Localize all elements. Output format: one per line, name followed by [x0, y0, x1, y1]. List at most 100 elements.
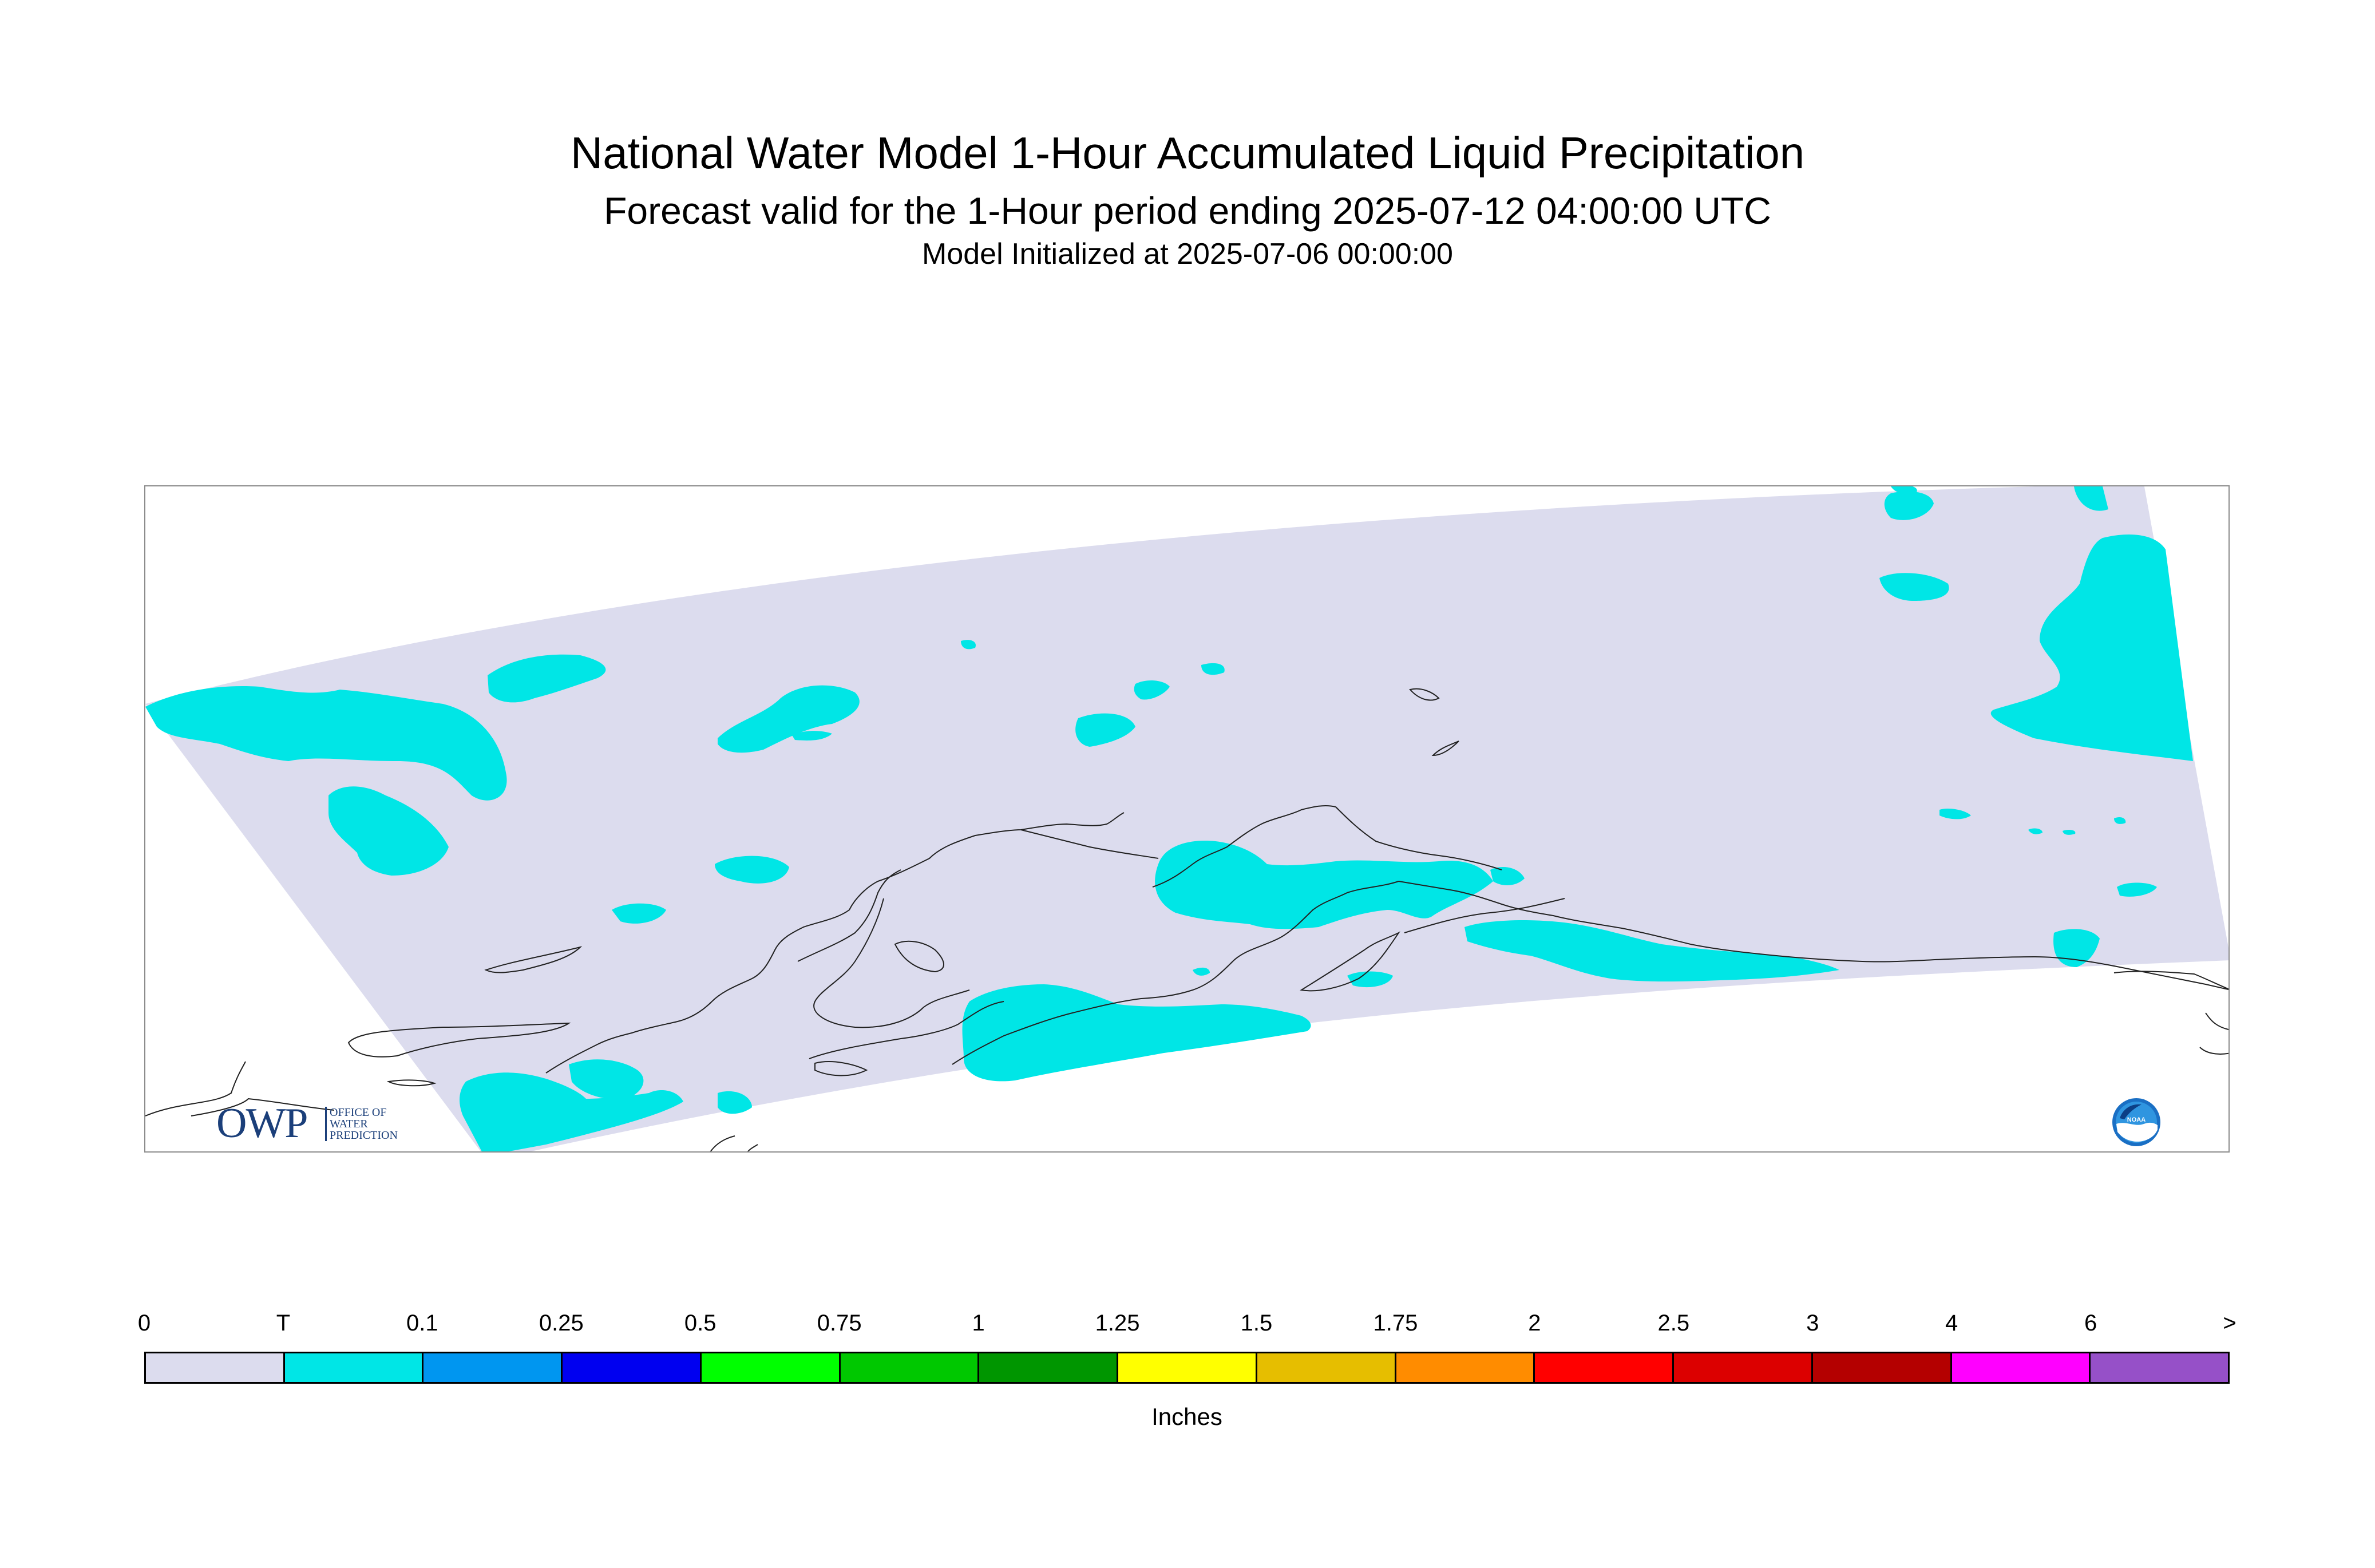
- precip-area: [1879, 573, 1949, 601]
- precip-area: [1490, 867, 1525, 885]
- owp-logo-line: OFFICE OF: [330, 1106, 387, 1119]
- legend-swatch: [2091, 1353, 2228, 1382]
- noaa-icon: NOAA: [2112, 1098, 2161, 1147]
- precip-area: [1134, 680, 1170, 700]
- legend-tick-labels: 0 T 0.1 0.25 0.5 0.75 1 1.25 1.5 1.75 2 2.5 3 4 6 >: [138, 1310, 2237, 1345]
- coastline: [894, 940, 944, 973]
- precip-area: [145, 686, 507, 801]
- coastline: [797, 869, 901, 962]
- precip-area: [792, 731, 832, 741]
- trace-precip-areas: [145, 486, 2193, 1151]
- coastline: [809, 1001, 1004, 1059]
- legend-swatch: [284, 1353, 424, 1382]
- legend-tick-label: 0: [137, 1310, 151, 1336]
- precip-area: [1990, 534, 2193, 761]
- precip-area: [1464, 920, 1839, 982]
- coastline: [952, 989, 1193, 1065]
- legend-swatch: [563, 1353, 702, 1382]
- legend-swatch: [1118, 1353, 1257, 1382]
- coastline: [484, 946, 583, 973]
- legend-swatch: [1812, 1353, 1952, 1382]
- precip-area: [612, 903, 666, 924]
- legend-swatch: [1257, 1353, 1396, 1382]
- coastline: [545, 812, 1125, 1074]
- legend-tick-label: 1.75: [1373, 1310, 1418, 1336]
- model-domain-area: [145, 486, 2228, 1151]
- legend-swatch: [1674, 1353, 1813, 1382]
- precip-area: [2063, 829, 2076, 835]
- legend-tick-label: 4: [1945, 1310, 1958, 1336]
- legend-tick-label: 6: [2084, 1310, 2097, 1336]
- coastline: [2199, 1047, 2228, 1055]
- precip-area: [1347, 971, 1393, 988]
- coastlines: [145, 688, 2228, 1151]
- precip-area: [1075, 713, 1135, 747]
- precip-area: [1891, 486, 1917, 494]
- precip-map: [145, 486, 2228, 1151]
- legend-tick-label: 1.25: [1095, 1310, 1140, 1336]
- coastline: [747, 1144, 758, 1151]
- legend-swatch: [1535, 1353, 1675, 1382]
- coastline: [1398, 881, 1691, 945]
- coastline: [1152, 805, 1336, 888]
- legend-swatch: [840, 1353, 980, 1382]
- legend-tick-label: 0.75: [817, 1310, 862, 1336]
- legend-tick-label: 0.25: [539, 1310, 584, 1336]
- precip-area: [1201, 663, 1225, 675]
- chart-subtitle: Forecast valid for the 1-Hour period end…: [604, 189, 1771, 232]
- legend-swatch: [423, 1353, 563, 1382]
- legend-swatch: [979, 1353, 1119, 1382]
- legend-tick-label: 0.5: [684, 1310, 717, 1336]
- coastline: [814, 1061, 868, 1076]
- precip-area: [2053, 929, 2100, 967]
- precip-area: [2074, 486, 2108, 511]
- precip-area: [488, 654, 606, 703]
- coastline: [145, 1061, 246, 1116]
- precip-area: [718, 1091, 752, 1114]
- legend-colorbar: [144, 1352, 2230, 1384]
- legend-tick-label: 2.5: [1657, 1310, 1690, 1336]
- chart-title: National Water Model 1-Hour Accumulated …: [570, 128, 1805, 178]
- precip-area: [962, 984, 1311, 1082]
- legend-tick-label: 1: [972, 1310, 985, 1336]
- coastline: [710, 1135, 735, 1151]
- owp-logo-line: WATER: [330, 1118, 368, 1130]
- coastline: [813, 898, 970, 1028]
- precip-area: [2117, 882, 2157, 897]
- model-init-time: Model Initialized at 2025-07-06 00:00:00: [922, 237, 1453, 271]
- owp-logo-divider: [325, 1107, 327, 1141]
- precip-area: [715, 856, 789, 884]
- legend-swatch: [1952, 1353, 2091, 1382]
- coastline: [1300, 931, 1400, 992]
- coastline: [191, 1098, 335, 1116]
- coastline: [347, 1022, 571, 1058]
- owp-logo-text: OWP: [216, 1100, 308, 1147]
- legend-tick-label: 2: [1528, 1310, 1541, 1336]
- precip-area: [460, 1072, 683, 1151]
- owp-logo-subtext: OFFICE OF WATER PREDICTION: [330, 1107, 398, 1141]
- precip-area: [2114, 817, 2126, 824]
- owp-logo: OWP OFFICE OF WATER PREDICTION: [216, 1102, 434, 1148]
- coastline: [386, 1079, 437, 1087]
- legend-swatch: [1396, 1353, 1535, 1382]
- precip-area: [1193, 967, 1210, 976]
- precip-area: [1939, 809, 1971, 819]
- coastline: [1335, 806, 1502, 870]
- legend-unit-label: Inches: [1151, 1403, 1222, 1430]
- precip-area: [328, 786, 449, 876]
- legend-swatch: [701, 1353, 841, 1382]
- coastline: [1690, 944, 2228, 991]
- legend-tick-label: 3: [1806, 1310, 1819, 1336]
- coastline: [1409, 688, 1440, 701]
- coastline: [1192, 881, 1399, 991]
- coastline: [1020, 829, 1159, 859]
- coastline: [2113, 971, 2228, 990]
- precip-area: [961, 640, 976, 650]
- precip-area: [718, 685, 860, 753]
- precip-area: [2028, 828, 2042, 834]
- legend-tick-label: 1.5: [1240, 1310, 1273, 1336]
- legend-tick-label: T: [276, 1310, 291, 1336]
- map-panel: [144, 485, 2230, 1153]
- precip-area: [1884, 491, 1934, 520]
- coastline: [2205, 1012, 2228, 1031]
